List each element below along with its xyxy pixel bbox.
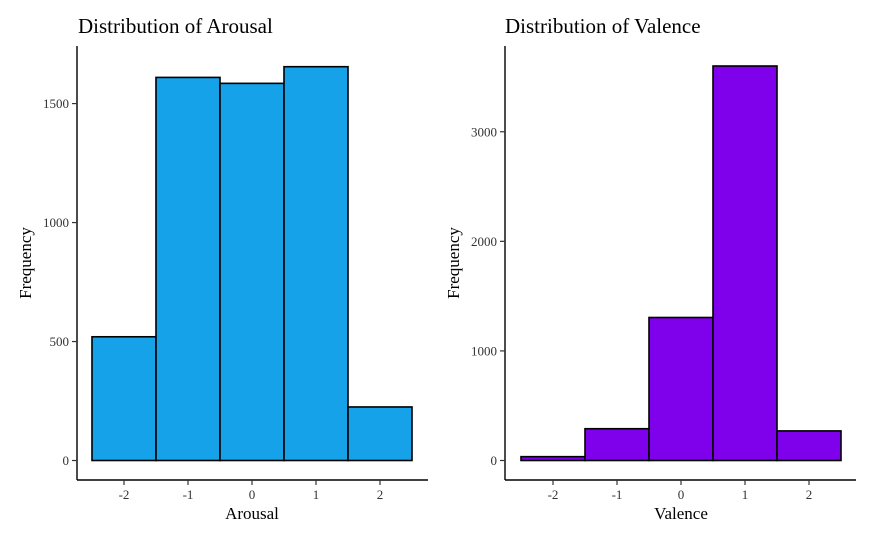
valence-x-tick-label-0: -2 — [548, 487, 559, 502]
arousal-x-tick-label-2: 0 — [249, 487, 256, 502]
arousal-x-tick-label-3: 1 — [313, 487, 320, 502]
valence-histogram-panel: Distribution of Valence Valence Frequenc… — [444, 14, 856, 523]
arousal-x-tick-label-4: 2 — [377, 487, 384, 502]
valence-x-tick-label-1: -1 — [612, 487, 623, 502]
arousal-x-tick-label-1: -1 — [183, 487, 194, 502]
arousal-chart-title: Distribution of Arousal — [78, 14, 273, 38]
arousal-x-axis-title: Arousal — [225, 504, 279, 523]
valence-y-tick-label-3: 3000 — [471, 124, 497, 139]
arousal-y-tick-label-1: 500 — [50, 334, 70, 349]
valence-bar-3 — [712, 65, 778, 462]
valence-x-axis-title: Valence — [654, 504, 708, 523]
arousal-y-tick-label-3: 1500 — [43, 96, 69, 111]
valence-bar-4 — [776, 430, 842, 462]
valence-x-tick-label-4: 2 — [806, 487, 813, 502]
valence-y-axis-title: Frequency — [444, 227, 463, 299]
valence-bar-0 — [520, 455, 586, 462]
arousal-y-tick-label-0: 0 — [63, 453, 70, 468]
valence-y-tick-label-2: 2000 — [471, 234, 497, 249]
arousal-histogram-panel: Distribution of Arousal Arousal Frequenc… — [16, 14, 428, 523]
arousal-bar-0 — [91, 335, 157, 462]
valence-x-tick-label-3: 1 — [742, 487, 749, 502]
valence-y-tick-label-1: 1000 — [471, 343, 497, 358]
valence-chart-title: Distribution of Valence — [505, 14, 701, 38]
arousal-y-axis-title: Frequency — [16, 227, 35, 299]
arousal-bar-4 — [347, 406, 413, 462]
arousal-bar-1 — [155, 76, 221, 462]
arousal-x-tick-label-0: -2 — [119, 487, 130, 502]
valence-bar-1 — [584, 427, 650, 462]
arousal-y-tick-label-2: 1000 — [43, 215, 69, 230]
arousal-bar-2 — [219, 82, 285, 462]
valence-x-tick-label-2: 0 — [678, 487, 685, 502]
valence-bar-2 — [648, 316, 714, 462]
arousal-bar-3 — [283, 65, 349, 462]
valence-y-tick-label-0: 0 — [491, 453, 498, 468]
